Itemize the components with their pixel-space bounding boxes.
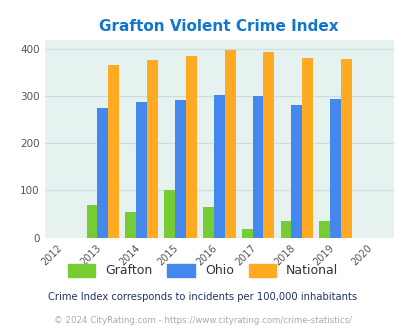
Bar [185, 56, 196, 238]
Bar [175, 100, 185, 238]
Bar [86, 205, 97, 238]
Bar [164, 190, 175, 238]
Bar [291, 105, 301, 238]
Text: Crime Index corresponds to incidents per 100,000 inhabitants: Crime Index corresponds to incidents per… [48, 292, 357, 302]
Bar [97, 108, 108, 238]
Bar [136, 102, 147, 238]
Text: © 2024 CityRating.com - https://www.cityrating.com/crime-statistics/: © 2024 CityRating.com - https://www.city… [54, 315, 351, 325]
Bar [224, 50, 235, 238]
Legend: Grafton, Ohio, National: Grafton, Ohio, National [62, 259, 343, 282]
Bar [301, 57, 312, 238]
Bar [202, 207, 213, 238]
Bar [340, 59, 351, 238]
Bar [241, 229, 252, 238]
Bar [125, 212, 136, 238]
Bar [108, 65, 119, 238]
Bar [329, 99, 340, 238]
Bar [280, 221, 291, 238]
Title: Grafton Violent Crime Index: Grafton Violent Crime Index [99, 19, 338, 34]
Bar [213, 95, 224, 238]
Bar [319, 221, 329, 238]
Bar [252, 96, 263, 238]
Bar [147, 60, 158, 238]
Bar [263, 52, 274, 238]
